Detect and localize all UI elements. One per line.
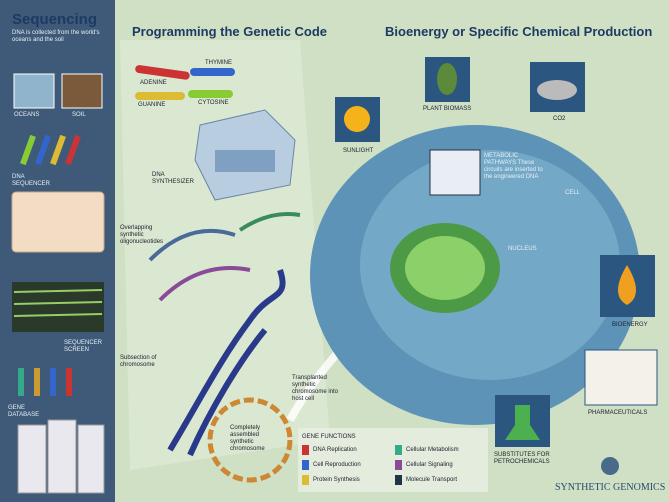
oceans-image <box>14 74 54 108</box>
label: METABOLIC PATHWAYS These circuits are in… <box>484 153 546 181</box>
label: PLANT BIOMASS <box>423 106 471 113</box>
legend-item: Protein Synthesis <box>313 477 360 484</box>
infographic: Sequencing DNA is collected from the wor… <box>0 0 669 502</box>
label: Completely assembled synthetic chromosom… <box>230 425 272 453</box>
label: OCEANS <box>14 112 39 119</box>
label: GUANINE <box>138 102 165 109</box>
legend-item: Molecule Transport <box>406 477 457 484</box>
servers <box>18 420 104 493</box>
sequencer-machine <box>12 192 104 252</box>
sun <box>344 106 370 132</box>
soil-image <box>62 74 102 108</box>
label: GENE DATABASE <box>8 405 48 419</box>
legend-item: DNA Replication <box>313 447 357 454</box>
label: NUCLEUS <box>508 246 537 253</box>
label: SUBSTITUTES FOR PETROCHEMICALS <box>494 452 554 466</box>
label: BIOENERGY <box>612 322 648 329</box>
nucleus-inner <box>405 236 485 300</box>
label: Transplanted synthetic chromosome into h… <box>292 375 340 403</box>
label: THYMINE <box>205 60 232 67</box>
label: PHARMACEUTICALS <box>588 410 647 417</box>
cloud <box>537 80 577 100</box>
brand: SYNTHETIC GENOMICS <box>555 482 665 494</box>
metabolic-box <box>430 150 480 195</box>
label: ADENINE <box>140 80 167 87</box>
label: SEQUENCER SCREEN <box>64 340 109 354</box>
section-title: Bioenergy or Specific Chemical Productio… <box>385 24 652 39</box>
sidebar-title: Sequencing <box>12 12 97 27</box>
brand-logo <box>601 457 619 475</box>
label: DNA SYNTHESIZER <box>152 172 202 186</box>
label: CYTOSINE <box>198 100 229 107</box>
label: DNA SEQUENCER <box>12 174 52 188</box>
label: Subsection of chromosome <box>120 355 168 369</box>
label: Overlapping synthetic oligonucleotides <box>120 225 175 246</box>
legend-item: Cellular Metabolism <box>406 447 459 454</box>
sidebar-subtitle: DNA is collected from the world's oceans… <box>12 30 104 44</box>
legend-item: Cellular Signaling <box>406 462 453 469</box>
pharma-box <box>585 350 657 405</box>
leaf <box>437 63 457 95</box>
label: CO2 <box>553 116 565 123</box>
artwork <box>0 0 669 502</box>
label: CELL <box>565 190 580 197</box>
section-title: Programming the Genetic Code <box>132 24 327 39</box>
label: SOIL <box>72 112 86 119</box>
legend-item: Cell Reproduction <box>313 462 361 469</box>
label: SUNLIGHT <box>343 148 373 155</box>
legend-title: GENE FUNCTIONS <box>302 434 356 441</box>
